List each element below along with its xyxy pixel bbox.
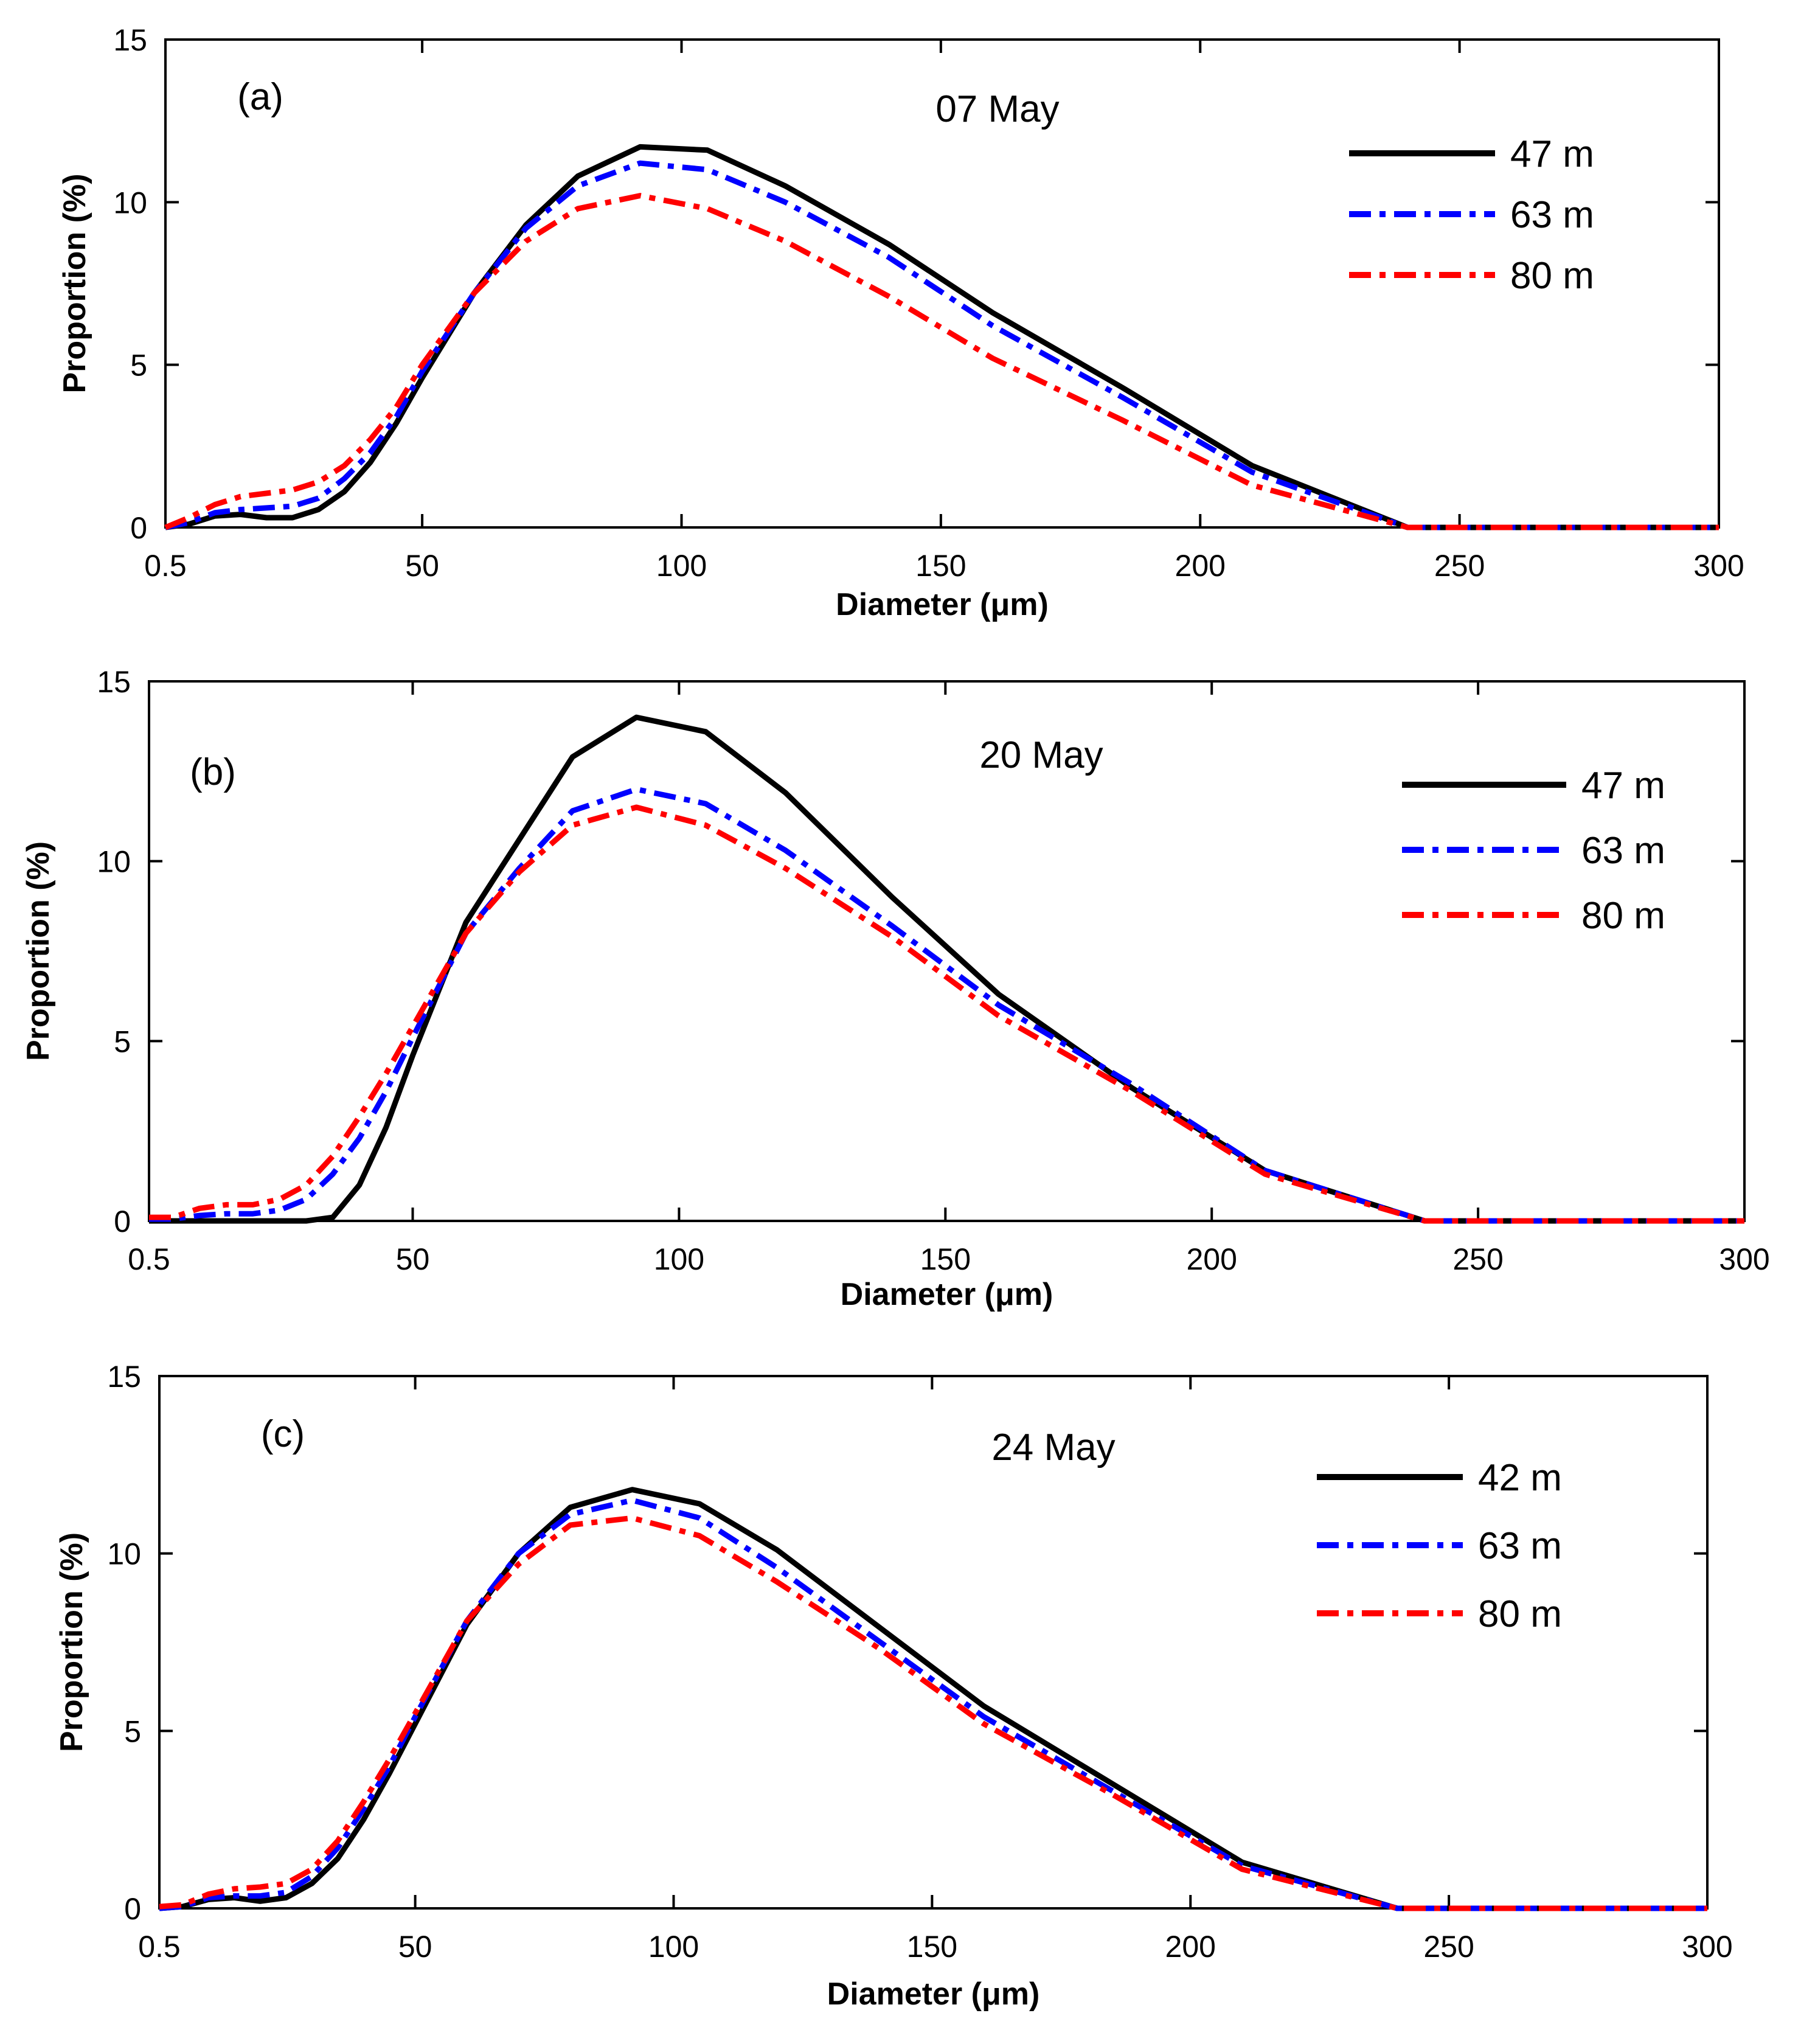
- chart-title: 20 May: [979, 734, 1103, 776]
- y-axis-label: Proportion (%): [54, 1532, 89, 1752]
- series-line-63m: [165, 160, 1719, 530]
- legend-label: 80 m: [1478, 1593, 1562, 1635]
- x-tick-label: 150: [907, 1930, 957, 1964]
- plot-frame: [158, 1375, 1709, 1910]
- x-tick-label: 200: [1186, 1242, 1237, 1276]
- chart-panel-1: 0.5 50 100 150 200 250 300 0 5 10 15 Diameter (μm) P…: [57, 23, 1744, 622]
- y-axis-label: Proportion (%): [57, 173, 92, 393]
- series-line-63m: [149, 786, 1744, 1224]
- y-tick-label: 10: [107, 1537, 141, 1571]
- y-axis-label: Proportion (%): [21, 841, 56, 1061]
- x-tick-label: 250: [1434, 549, 1485, 583]
- legend-label: 80 m: [1510, 255, 1594, 297]
- y-tick-label: 10: [97, 845, 131, 879]
- y-tick-label: 15: [97, 665, 131, 699]
- y-tick-label: 15: [113, 23, 147, 57]
- y-tick-label: 15: [107, 1360, 141, 1394]
- x-tick-label: 50: [405, 549, 439, 583]
- series-line-80m: [159, 1515, 1707, 1911]
- x-tick-label: 250: [1452, 1242, 1503, 1276]
- y-tick-label: 5: [114, 1024, 131, 1058]
- legend-label: 63 m: [1581, 830, 1665, 872]
- x-tick-label: 0.5: [138, 1930, 181, 1964]
- chart-title: 24 May: [991, 1427, 1115, 1469]
- legend-label: 42 m: [1478, 1457, 1562, 1499]
- x-axis-label: Diameter (μm): [841, 1277, 1053, 1312]
- x-tick-label: 200: [1175, 549, 1226, 583]
- x-tick-label: 50: [396, 1242, 430, 1276]
- x-tick-label: 50: [398, 1930, 432, 1964]
- panel-label: (c): [261, 1413, 305, 1455]
- y-tick-label: 5: [130, 349, 147, 383]
- legend-label: 63 m: [1510, 194, 1594, 236]
- legend: 47 m 63 m 80 m: [1349, 133, 1594, 297]
- x-tick-label: 0.5: [144, 549, 187, 583]
- x-tick-label: 150: [915, 549, 966, 583]
- x-tick-label: 100: [648, 1930, 699, 1964]
- x-tick-label: 300: [1719, 1242, 1769, 1276]
- x-axis-label: Diameter (μm): [827, 1976, 1040, 2012]
- x-tick-label: 100: [656, 549, 707, 583]
- x-axis-label: Diameter (μm): [836, 587, 1049, 622]
- series-line-47m: [165, 144, 1719, 530]
- chart-panel-2: 0.5 50 100 150 200 250 300 0 5 10 15 Diameter (μm) P…: [21, 665, 1770, 1312]
- legend-label: 80 m: [1581, 895, 1665, 937]
- legend: 42 m 63 m 80 m: [1317, 1457, 1562, 1635]
- series-line-47m: [149, 714, 1744, 1224]
- chart-title: 07 May: [935, 88, 1059, 130]
- x-tick-label: 300: [1693, 549, 1744, 583]
- series-line-63m: [159, 1497, 1707, 1911]
- panel-label: (b): [190, 751, 236, 793]
- y-tick-label: 0: [124, 1892, 141, 1926]
- y-tick-label: 5: [124, 1714, 141, 1748]
- x-tick-label: 0.5: [128, 1242, 170, 1276]
- series-line-80m: [149, 804, 1744, 1224]
- legend: 47 m 63 m 80 m: [1402, 765, 1665, 937]
- legend-label: 63 m: [1478, 1525, 1562, 1567]
- panel-label: (a): [237, 76, 283, 118]
- legend-label: 47 m: [1510, 133, 1594, 175]
- y-tick-label: 0: [114, 1204, 131, 1239]
- legend-label: 47 m: [1581, 765, 1665, 807]
- series-line-42m: [159, 1487, 1707, 1911]
- x-tick-label: 100: [654, 1242, 704, 1276]
- x-tick-label: 300: [1682, 1930, 1732, 1964]
- y-tick-label: 10: [113, 186, 147, 220]
- x-tick-label: 150: [920, 1242, 971, 1276]
- x-tick-label: 200: [1165, 1930, 1216, 1964]
- plot-frame: [148, 680, 1746, 1222]
- y-tick-label: 0: [130, 511, 147, 545]
- series-line-80m: [164, 193, 1719, 530]
- chart-panel-3: 0.5 50 100 150 200 250 300 0 5 10 15 Diameter (μm) P…: [54, 1360, 1733, 2012]
- plot-frame: [164, 38, 1720, 529]
- x-tick-label: 250: [1423, 1930, 1474, 1964]
